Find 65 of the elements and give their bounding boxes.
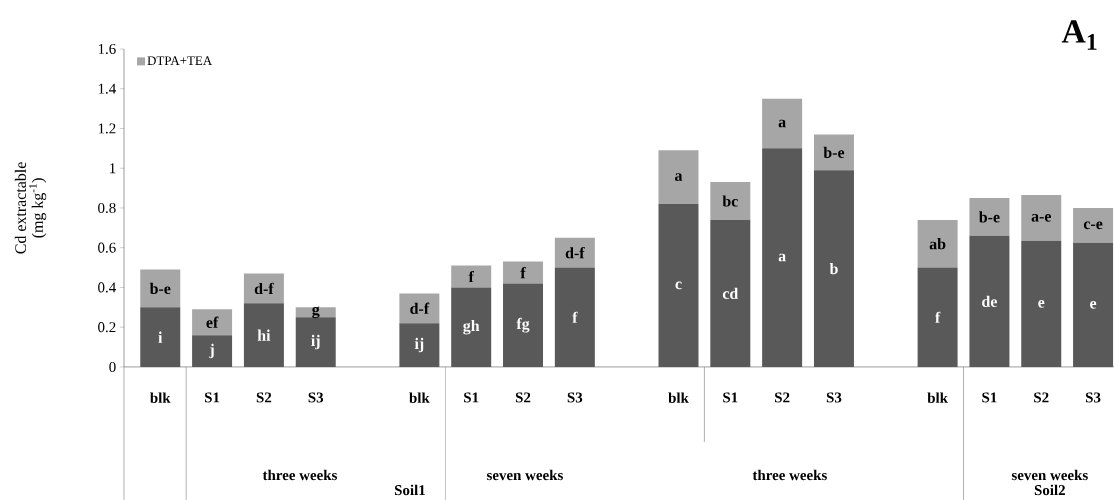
x-tick-label: S2: [775, 392, 790, 403]
x-tick-label: blk: [668, 392, 689, 403]
y-tick-label: 0.8: [98, 202, 116, 213]
data-label: i: [158, 331, 163, 343]
y-tick-label: 1.2: [98, 123, 116, 134]
x-tick-label: S2: [256, 392, 272, 403]
data-label: a: [778, 119, 786, 128]
data-label: f: [935, 311, 941, 323]
text: seven weeks: [486, 469, 563, 481]
text: three weeks: [752, 469, 827, 481]
data-label: f: [468, 270, 475, 282]
y-tick-label: 1.4: [98, 83, 116, 94]
annotation: A$_{1}$: [1061, 20, 1097, 50]
data-label: a: [778, 253, 786, 262]
y-tick-label: 0.2: [98, 321, 116, 333]
x-tick-label: blk: [927, 392, 948, 403]
data-label: ef: [206, 316, 219, 328]
data-label: a: [675, 173, 683, 181]
x-tick-label: S3: [308, 392, 324, 403]
x-tick-label: S1: [464, 392, 479, 403]
legend-label: DTPA+TEA: [147, 56, 213, 65]
data-label: c: [675, 281, 682, 290]
data-label: j: [209, 343, 214, 359]
text: Soil1: [394, 484, 425, 496]
x-tick-label: S1: [723, 392, 738, 403]
data-label: e: [1038, 299, 1045, 308]
text: three weeks: [262, 469, 337, 481]
x-tick-label: blk: [409, 392, 430, 403]
x-tick-label: S1: [982, 392, 997, 403]
data-label: gh: [463, 319, 480, 335]
data-label: f: [572, 311, 578, 323]
text: Soil2: [1034, 484, 1065, 496]
data-label: d-f: [410, 302, 430, 314]
data-label: b: [829, 262, 838, 275]
x-tick-label: S3: [826, 392, 842, 403]
data-label: ij: [414, 337, 424, 353]
x-tick-label: S3: [1085, 392, 1101, 403]
data-label: b-e: [149, 282, 171, 294]
data-label: e: [1090, 300, 1097, 309]
data-label: ab: [929, 237, 946, 250]
data-label: d-f: [254, 282, 274, 294]
data-label: c-e: [1083, 221, 1103, 230]
data-label: d-f: [565, 246, 585, 259]
y-tick-label: 0.4: [98, 282, 116, 293]
data-label: cd: [722, 287, 739, 299]
y-tick-label: 0.6: [98, 242, 116, 253]
x-tick-label: S1: [204, 392, 220, 403]
y-tick-label: 0: [109, 361, 116, 372]
y-tick-label: 1: [110, 163, 116, 174]
x-tick-label: S2: [1034, 392, 1049, 403]
x-tick-label: S2: [515, 392, 531, 403]
data-label: g: [312, 306, 320, 318]
data-label: hi: [257, 329, 271, 341]
data-label: f: [520, 266, 526, 279]
x-tick-label: blk: [150, 392, 171, 403]
data-label: a-e: [1031, 213, 1052, 222]
data-label: bc: [722, 195, 738, 207]
x-tick-label: S3: [567, 392, 583, 403]
data-label: b-e: [979, 211, 1000, 223]
data-label: fg: [516, 317, 530, 333]
y-tick-label: 1.6: [98, 43, 116, 54]
data-label: b-e: [823, 146, 845, 158]
data-label: de: [982, 295, 997, 307]
data-label: ij: [311, 334, 320, 350]
text: seven weeks: [1011, 469, 1088, 481]
